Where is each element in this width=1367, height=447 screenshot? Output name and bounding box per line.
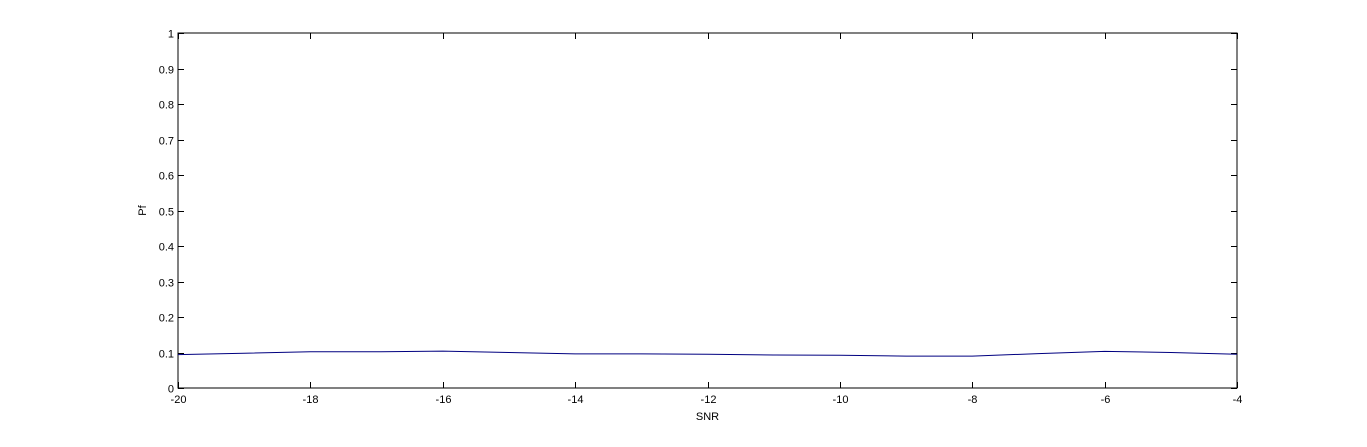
x-tick-label: -12 [701, 394, 717, 406]
y-tick-label: 0.2 [159, 313, 174, 325]
x-tick-label: -16 [436, 394, 452, 406]
y-tick-label: 0 [168, 384, 174, 396]
y-tick-label: 0.6 [159, 171, 174, 183]
y-tick-label: 0.4 [159, 242, 174, 254]
axes-box [177, 32, 1238, 389]
x-tick-label: -20 [171, 394, 187, 406]
x-tick-label: -6 [1101, 394, 1111, 406]
x-tick-label: -8 [968, 394, 978, 406]
x-tick-label: -14 [568, 394, 584, 406]
y-tick-label: 0.1 [159, 349, 174, 361]
series-line [177, 350, 1238, 357]
y-tick-label: 0.8 [159, 100, 174, 112]
y-tick-label: 1 [168, 29, 174, 41]
x-tick-label: -4 [1233, 394, 1243, 406]
x-tick-label: -10 [833, 394, 849, 406]
y-tick-label: 0.3 [159, 278, 174, 290]
y-tick-label: 0.9 [159, 65, 174, 77]
x-axis-label: SNR [696, 411, 719, 423]
plot-area: -20 -18 -16 -14 -12 -10 -8 -6 -4 0 0.1 0.2 0.3 0.4 0.5… [159, 29, 1243, 407]
y-tick-label: 0.7 [159, 136, 174, 148]
x-tick-label: -18 [303, 394, 319, 406]
y-tick-label: 0.5 [159, 207, 174, 219]
y-axis-label: Pf [137, 204, 149, 215]
